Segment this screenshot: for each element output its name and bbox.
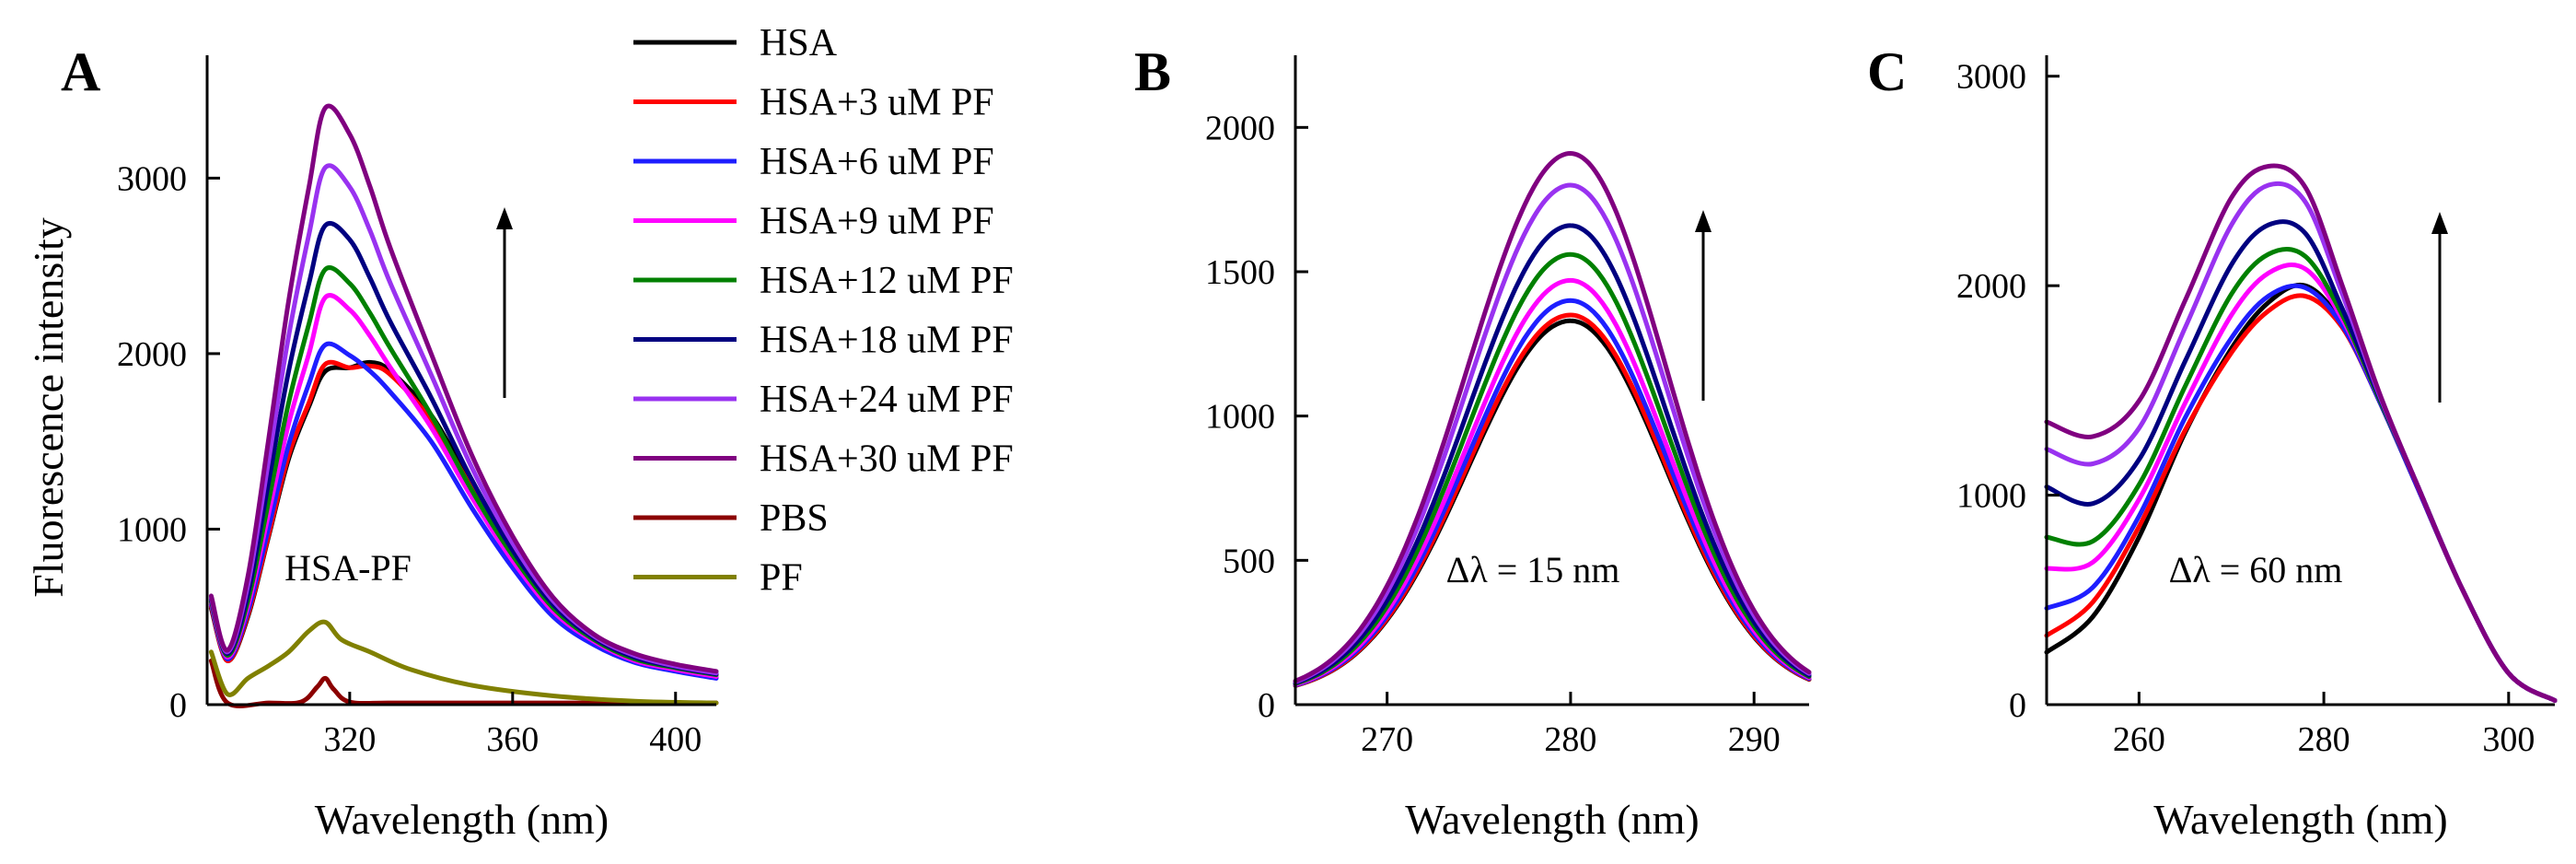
legend-label-hsa-18-um-pf: HSA+18 uM PF [760,320,1014,362]
panel-b-x-tick-label: 280 [1544,720,1596,759]
panel-c-series-hsa-3-um-pf [2044,293,2558,703]
panel-b-y-tick-label: 500 [1223,542,1275,580]
panel-b-annotation: Δλ = 15 nm [1446,549,1620,590]
panel-b-series-hsa-18-um-pf [1293,223,1812,685]
panel-c-x-tick-label: 260 [2113,720,2165,759]
panel-b-y-tick-label: 1500 [1205,253,1275,292]
panel-b-arrow-head [1695,210,1712,232]
panel-b-y-tick-label: 2000 [1205,109,1275,147]
panel-c-series-hsa-6-um-pf [2044,283,2558,703]
panel-b-series-hsa-30-um-pf [1293,151,1812,683]
panel-b-series-hsa-12-um-pf [1293,251,1812,686]
panel-a-chart: 320 360 400 0 1000 2000 3000 Wavelength (nm) Flu… [25,55,719,843]
panel-a-y-tick-label: 2000 [117,335,187,374]
panel-c-series-hsa-30-um-pf [2044,163,2558,703]
panel-a-x-tick-label: 360 [486,720,539,759]
panel-b-chart: 270 280 290 0 500 1000 1500 2000 Wavelength (nm)… [1205,55,1812,843]
panel-c-x-label: Wavelength (nm) [2153,796,2447,843]
panel-c-y-tick-label: 0 [2009,686,2026,725]
legend-label-hsa-30-um-pf: HSA+30 uM PF [760,438,1014,481]
panel-b-y-tick-label: 0 [1258,686,1275,725]
panel-a-series-pf [208,619,719,706]
panel-a-y-tick-label: 1000 [117,510,187,549]
panel-b-x-tick-label: 270 [1361,720,1413,759]
panel-label-a: A [61,41,100,102]
panel-a-annotation: HSA-PF [284,547,412,589]
legend-label-hsa-24-um-pf: HSA+24 uM PF [760,379,1014,421]
panel-c-x-tick-label: 300 [2482,720,2535,759]
legend-label-hsa-3-um-pf: HSA+3 uM PF [760,82,994,124]
legend-label-hsa-6-um-pf: HSA+6 uM PF [760,141,994,183]
panel-label-b: B [1134,41,1171,102]
legend-label-hsa-12-um-pf: HSA+12 uM PF [760,260,1014,302]
panel-c-y-tick-label: 1000 [1956,477,2026,516]
panel-a-series-hsa-30-um-pf [208,103,719,674]
panel-a-y-tick-label: 0 [169,686,187,725]
legend-label-pf: PF [760,557,803,600]
panel-b-y-tick-label: 1000 [1205,398,1275,437]
panel-c-x-tick-label: 280 [2298,720,2350,759]
panel-c-arrow-head [2431,212,2448,234]
legend-label-pbs: PBS [760,497,829,540]
panel-a-arrow-head [496,207,513,229]
panel-a-x-tick-label: 320 [323,720,376,759]
panel-b-series-hsa-9-um-pf [1293,277,1812,687]
panel-c-series-hsa [2044,282,2558,703]
panel-a-x-label: Wavelength (nm) [315,796,609,843]
panel-c-y-tick-label: 3000 [1956,58,2026,97]
panel-label-c: C [1867,41,1907,102]
panel-c-annotation: Δλ = 60 nm [2169,549,2343,590]
panel-a-series-pbs [208,658,719,708]
panel-c-series-hsa-12-um-pf [2044,246,2558,703]
panel-b-x-tick-label: 290 [1728,720,1781,759]
panel-a-y-label: Fluorescence intensity [25,217,72,598]
legend: HSA HSA+3 uM PF HSA+6 uM PF HSA+9 uM PF HSA+… [633,22,1014,600]
legend-label-hsa: HSA [760,22,838,64]
panel-a-series-hsa-6-um-pf [208,341,719,681]
legend-label-hsa-9-um-pf: HSA+9 uM PF [760,201,994,243]
panel-a-y-tick-label: 3000 [117,159,187,198]
panel-b-series-hsa-24-um-pf [1293,182,1812,684]
panel-c-y-tick-label: 2000 [1956,267,2026,306]
panel-b-x-label: Wavelength (nm) [1405,796,1699,843]
panel-a-x-tick-label: 400 [649,720,702,759]
